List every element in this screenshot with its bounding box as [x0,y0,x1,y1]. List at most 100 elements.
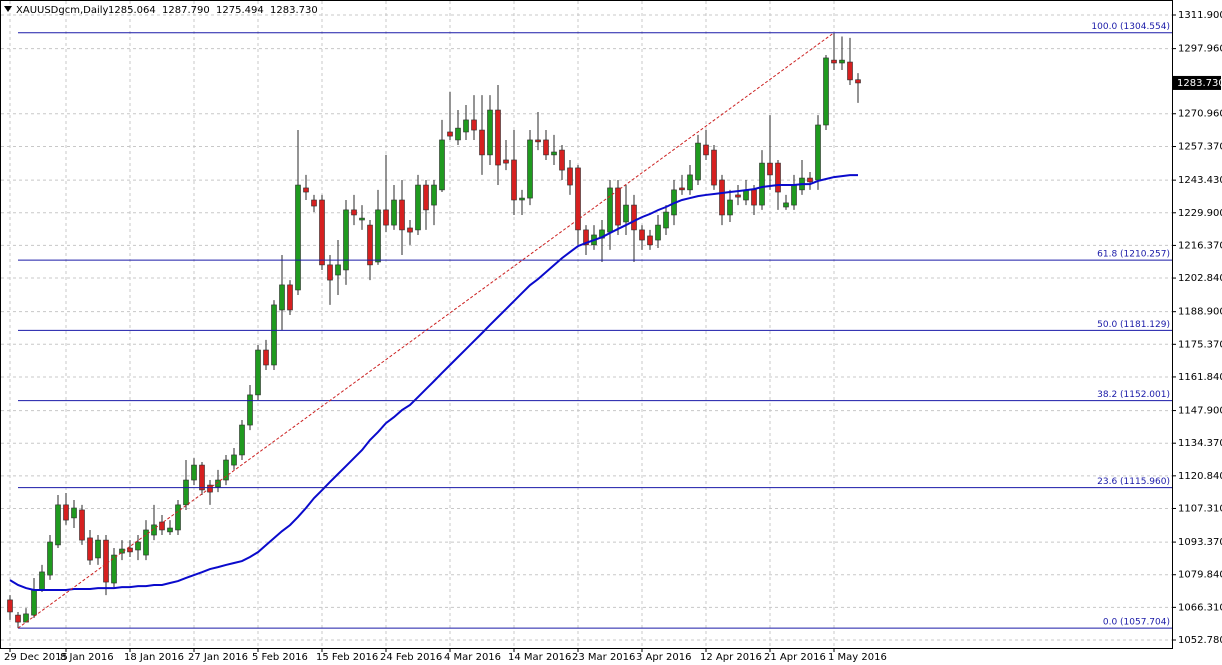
candle-body [295,184,301,291]
candle-body [679,187,685,191]
fib-label: 61.8 (1210.257) [1097,250,1170,260]
candle-body [703,144,709,156]
candle-body [615,187,621,226]
candle-body [287,284,293,311]
x-tick-label: 18 Jan 2016 [124,652,184,663]
candle-body [391,199,397,226]
candle-body [79,509,85,541]
y-tick-label: 1216.370 [1178,240,1222,251]
y-tick-label: 1066.310 [1178,602,1222,613]
candle-body [463,119,469,133]
candle-body [495,109,501,166]
y-tick-label: 1079.840 [1178,570,1222,581]
candle-body [479,129,485,156]
y-tick-label: 1297.960 [1178,44,1222,55]
candle-body [55,504,61,546]
y-tick-label: 1243.430 [1178,175,1222,186]
fib-label: 23.6 (1115.960) [1097,477,1170,487]
price-label: 1283.730 [1177,78,1222,89]
candle-body [759,162,765,206]
candle-body [63,504,69,521]
candle-body [535,139,541,143]
candle-body [807,177,813,183]
candle-body [695,142,701,181]
candle-body [783,202,789,208]
candle-body [711,149,717,186]
candle-body [303,187,309,193]
y-tick-label: 1257.370 [1178,142,1222,153]
y-tick-label: 1134.370 [1178,438,1222,449]
candle-body [103,539,109,583]
candle-body [71,507,77,519]
candle-body [271,304,277,366]
candle-body [119,548,125,554]
candle-body [87,537,93,561]
candle-body [831,59,837,64]
candle-body [839,59,845,64]
y-tick-label: 1175.370 [1178,339,1222,350]
candle-body [631,204,637,231]
fib-label: 0.0 (1057.704) [1103,618,1170,628]
candle-body [407,227,413,233]
header-icon [4,6,12,12]
header-high: 1287.790 [162,5,210,16]
candle-body [47,541,53,576]
x-tick-label: 27 Jan 2016 [188,652,248,663]
x-tick-label: 1 May 2016 [828,652,887,663]
y-tick-label: 1052.780 [1178,635,1222,646]
x-tick-label: 12 Apr 2016 [700,652,762,663]
x-tick-label: 5 Feb 2016 [252,652,308,663]
y-tick-label: 1202.840 [1178,273,1222,284]
x-tick-label: 4 Mar 2016 [444,652,501,663]
candle-body [527,139,533,199]
candle-body [511,159,517,201]
candle-body [567,167,573,186]
candle-body [367,224,373,266]
candle-body [847,61,853,81]
candle-body [439,139,445,191]
candle-body [471,119,477,131]
y-tick-label: 1147.900 [1178,406,1222,417]
x-tick-label: 8 Jan 2016 [60,652,114,663]
candle-body [183,479,189,506]
y-tick-label: 1270.960 [1178,109,1222,120]
candle-body [167,527,173,533]
y-tick-label: 1229.900 [1178,208,1222,219]
fib-label: 50.0 (1181.129) [1097,320,1170,330]
candle-body [39,571,45,591]
candle-body [415,184,421,231]
candle-body [551,151,557,156]
candle-body [143,529,149,556]
candle-body [279,284,285,311]
candle-body [343,209,349,271]
candle-body [791,184,797,206]
candle-body [431,184,437,206]
candle-body [383,209,389,226]
candle-body [399,199,405,231]
candle-body [559,149,565,171]
candle-body [111,554,117,584]
header-close: 1283.730 [270,5,318,16]
candle-body [151,524,157,536]
header-low: 1275.494 [216,5,264,16]
candle-body [775,162,781,193]
y-tick-label: 1093.370 [1178,537,1222,548]
candle-body [175,504,181,531]
candle-body [767,162,773,176]
candle-body [255,349,261,396]
candle-body [127,547,133,553]
candle-body [359,217,365,221]
candle-body [735,194,741,198]
candle-body [687,174,693,191]
y-tick-label: 1161.840 [1178,372,1222,383]
candle-body [575,167,581,231]
candle-body [223,459,229,481]
candle-body [311,199,317,207]
y-tick-label: 1120.840 [1178,471,1222,482]
candle-body [503,159,509,164]
x-tick-label: 14 Mar 2016 [508,652,571,663]
candle-body [351,209,357,216]
candle-body [743,189,749,201]
x-tick-label: 21 Apr 2016 [764,652,826,663]
